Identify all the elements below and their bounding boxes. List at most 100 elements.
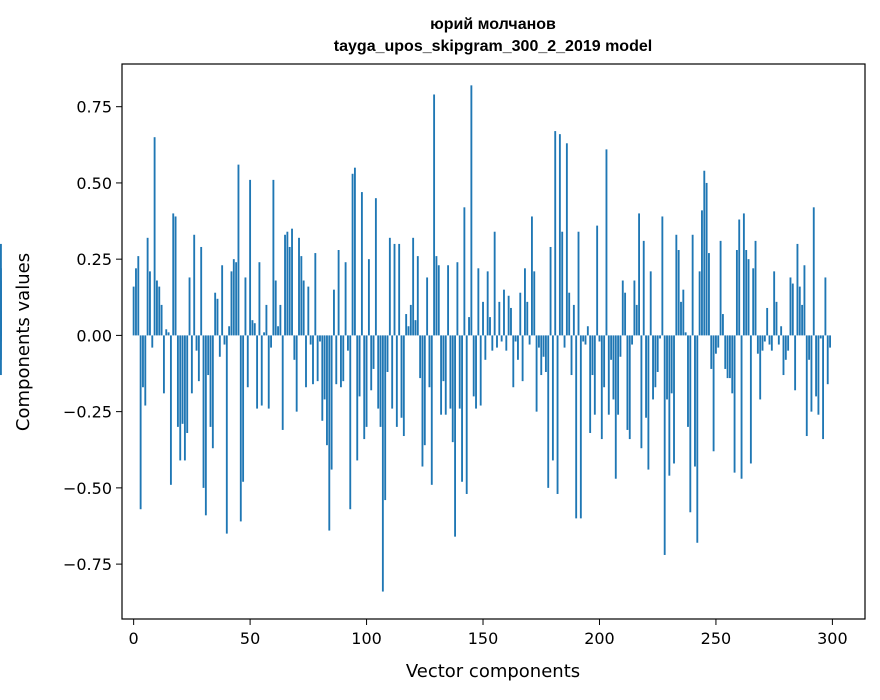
bar bbox=[472, 335, 475, 397]
bar bbox=[407, 326, 410, 336]
bar bbox=[316, 335, 319, 382]
y-axis: −0.75 −0.50 −0.25 0.00 0.25 0.50 0.75 bbox=[63, 98, 122, 574]
bar bbox=[684, 332, 687, 336]
bar bbox=[211, 335, 214, 449]
bar bbox=[626, 335, 629, 430]
bar bbox=[603, 335, 606, 388]
bar bbox=[668, 335, 671, 476]
bar bbox=[156, 280, 158, 336]
bar bbox=[475, 335, 477, 409]
bar bbox=[430, 335, 433, 485]
bar bbox=[621, 280, 624, 336]
bar bbox=[647, 335, 650, 470]
bar bbox=[235, 262, 238, 336]
bar bbox=[479, 335, 482, 406]
x-tick-label: 300 bbox=[817, 629, 848, 648]
y-tick-label: 0.75 bbox=[76, 98, 112, 117]
bar bbox=[251, 320, 254, 336]
bar bbox=[225, 335, 228, 534]
bar bbox=[631, 335, 634, 345]
bar bbox=[505, 335, 508, 351]
bar bbox=[614, 335, 617, 479]
bar bbox=[291, 228, 293, 336]
bar bbox=[524, 268, 526, 336]
bar bbox=[330, 335, 333, 470]
bar bbox=[237, 164, 240, 336]
bar bbox=[740, 335, 743, 479]
bar bbox=[447, 265, 450, 336]
bar bbox=[775, 301, 778, 336]
bar bbox=[624, 292, 627, 336]
bar bbox=[228, 326, 231, 336]
bar bbox=[470, 85, 473, 336]
bar bbox=[721, 314, 724, 336]
bar bbox=[451, 335, 454, 443]
bar bbox=[0, 335, 2, 376]
bar bbox=[577, 231, 580, 336]
bar bbox=[477, 268, 480, 336]
bar bbox=[395, 335, 398, 427]
y-tick-label: −0.75 bbox=[63, 555, 112, 574]
bar bbox=[423, 335, 426, 446]
bar bbox=[295, 335, 298, 412]
bar bbox=[204, 335, 207, 516]
bar bbox=[440, 335, 443, 415]
bar bbox=[193, 234, 196, 336]
bar bbox=[549, 246, 552, 336]
bar bbox=[244, 277, 247, 336]
bar bbox=[705, 182, 708, 336]
bar bbox=[747, 259, 750, 336]
bar bbox=[789, 277, 792, 336]
bar bbox=[654, 335, 657, 388]
bar bbox=[223, 335, 226, 345]
bar bbox=[174, 216, 177, 336]
bar bbox=[402, 335, 405, 437]
bar bbox=[169, 335, 172, 485]
bar bbox=[307, 286, 310, 336]
bar bbox=[151, 335, 154, 348]
bar bbox=[598, 335, 601, 342]
bar bbox=[183, 335, 186, 461]
bar bbox=[628, 335, 631, 440]
bar bbox=[218, 335, 221, 357]
bar bbox=[715, 335, 717, 354]
bar bbox=[554, 131, 557, 336]
bar bbox=[770, 335, 773, 351]
bar bbox=[335, 335, 338, 385]
bar bbox=[766, 307, 769, 336]
bar bbox=[216, 298, 219, 336]
bar bbox=[356, 335, 359, 461]
bar bbox=[416, 256, 419, 336]
bar bbox=[731, 335, 734, 394]
bar bbox=[449, 335, 452, 409]
bar bbox=[593, 335, 596, 415]
bar bbox=[677, 250, 680, 336]
bar bbox=[822, 335, 824, 440]
bar bbox=[784, 335, 787, 360]
bar bbox=[379, 335, 382, 427]
bar bbox=[365, 335, 368, 427]
y-axis-label: Components values bbox=[13, 253, 34, 431]
bar bbox=[486, 271, 489, 336]
bar bbox=[272, 179, 275, 336]
bar bbox=[810, 335, 813, 412]
bar bbox=[652, 335, 654, 400]
bar bbox=[305, 335, 307, 388]
chart-title: юрий молчанов bbox=[430, 16, 556, 33]
bar bbox=[782, 335, 785, 376]
bar bbox=[468, 317, 470, 336]
bar bbox=[393, 243, 396, 336]
x-tick-label: 100 bbox=[351, 629, 382, 648]
bar bbox=[749, 335, 752, 464]
bar bbox=[496, 335, 498, 348]
bar bbox=[482, 301, 484, 336]
bar bbox=[165, 329, 168, 336]
bar bbox=[701, 210, 703, 336]
bar bbox=[386, 335, 389, 372]
bar bbox=[728, 335, 731, 379]
bar bbox=[607, 335, 610, 415]
bar bbox=[635, 304, 638, 336]
bar bbox=[670, 335, 673, 394]
